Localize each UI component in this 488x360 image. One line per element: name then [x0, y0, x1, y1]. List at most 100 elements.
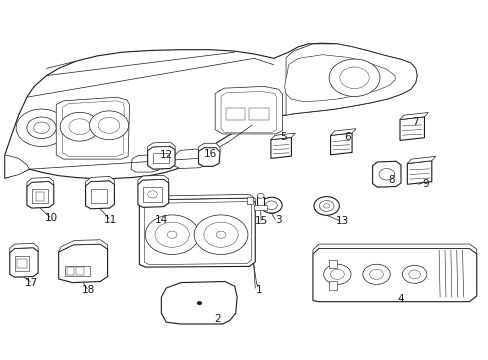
- Bar: [268, 205, 273, 213]
- Circle shape: [197, 301, 202, 305]
- Circle shape: [257, 193, 264, 198]
- Bar: [17, 259, 27, 268]
- Circle shape: [323, 264, 350, 284]
- Polygon shape: [62, 101, 124, 156]
- Bar: [328, 281, 337, 290]
- Polygon shape: [5, 155, 29, 178]
- Bar: [253, 205, 267, 210]
- Circle shape: [60, 112, 99, 141]
- Polygon shape: [221, 91, 276, 132]
- Polygon shape: [215, 86, 282, 134]
- Polygon shape: [407, 156, 435, 163]
- Polygon shape: [85, 181, 114, 209]
- Bar: [15, 256, 29, 271]
- Circle shape: [203, 222, 238, 247]
- Circle shape: [328, 59, 379, 96]
- Bar: [76, 267, 83, 275]
- Polygon shape: [330, 133, 351, 155]
- Circle shape: [216, 231, 225, 238]
- Circle shape: [16, 109, 67, 147]
- Polygon shape: [330, 129, 355, 135]
- Circle shape: [27, 117, 56, 139]
- Polygon shape: [312, 244, 476, 254]
- Text: 9: 9: [421, 179, 428, 189]
- Polygon shape: [407, 161, 431, 184]
- Bar: [328, 260, 337, 268]
- Text: 11: 11: [103, 215, 117, 225]
- Polygon shape: [161, 282, 237, 324]
- Polygon shape: [372, 161, 400, 187]
- Polygon shape: [399, 112, 427, 120]
- Polygon shape: [138, 175, 168, 184]
- Text: 4: 4: [397, 294, 404, 304]
- Polygon shape: [312, 248, 476, 302]
- Bar: [65, 266, 90, 276]
- Polygon shape: [147, 142, 175, 150]
- Polygon shape: [59, 240, 107, 252]
- Polygon shape: [5, 43, 416, 179]
- Polygon shape: [147, 146, 175, 169]
- Polygon shape: [131, 155, 160, 172]
- Text: 17: 17: [25, 278, 39, 288]
- Polygon shape: [144, 202, 251, 265]
- Polygon shape: [284, 55, 394, 102]
- Text: 15: 15: [254, 216, 268, 226]
- Text: 12: 12: [159, 150, 173, 160]
- Text: 10: 10: [45, 213, 58, 223]
- Text: 16: 16: [203, 149, 217, 159]
- Bar: [66, 267, 74, 275]
- Circle shape: [147, 191, 157, 198]
- Circle shape: [145, 215, 199, 255]
- Text: 18: 18: [81, 285, 95, 295]
- Bar: [142, 198, 147, 205]
- Text: 5: 5: [280, 132, 286, 142]
- Bar: [91, 189, 106, 203]
- Text: 7: 7: [411, 117, 418, 127]
- Circle shape: [408, 270, 420, 279]
- Circle shape: [260, 197, 282, 213]
- Polygon shape: [139, 198, 255, 267]
- Bar: [153, 153, 168, 163]
- Bar: [257, 197, 264, 206]
- Circle shape: [167, 231, 177, 238]
- Circle shape: [34, 122, 49, 134]
- Polygon shape: [198, 143, 220, 152]
- Polygon shape: [10, 248, 38, 277]
- Polygon shape: [27, 181, 54, 208]
- Circle shape: [339, 67, 368, 89]
- Circle shape: [155, 222, 189, 247]
- Polygon shape: [399, 117, 424, 140]
- Text: 3: 3: [275, 215, 282, 225]
- Polygon shape: [10, 243, 38, 253]
- Circle shape: [402, 265, 426, 283]
- Polygon shape: [285, 44, 416, 115]
- Circle shape: [69, 119, 90, 135]
- Circle shape: [362, 264, 389, 284]
- Bar: [246, 197, 252, 204]
- Polygon shape: [138, 179, 168, 207]
- Circle shape: [98, 117, 120, 133]
- Polygon shape: [173, 149, 207, 168]
- Circle shape: [265, 201, 277, 210]
- Circle shape: [369, 269, 383, 279]
- Polygon shape: [270, 138, 291, 158]
- Circle shape: [378, 168, 394, 180]
- Polygon shape: [198, 148, 220, 166]
- Bar: [32, 189, 48, 203]
- Polygon shape: [270, 133, 295, 140]
- Bar: [249, 108, 268, 120]
- Circle shape: [194, 215, 247, 255]
- Circle shape: [319, 201, 333, 211]
- Text: 2: 2: [214, 314, 221, 324]
- Text: 1: 1: [255, 285, 262, 295]
- Polygon shape: [139, 194, 255, 205]
- Circle shape: [323, 204, 329, 208]
- Polygon shape: [59, 244, 107, 283]
- Circle shape: [313, 197, 339, 215]
- Text: 8: 8: [387, 175, 394, 185]
- Bar: [225, 108, 245, 120]
- Polygon shape: [27, 177, 54, 186]
- Text: 13: 13: [335, 216, 348, 226]
- Text: 6: 6: [343, 132, 350, 142]
- Bar: [36, 192, 44, 201]
